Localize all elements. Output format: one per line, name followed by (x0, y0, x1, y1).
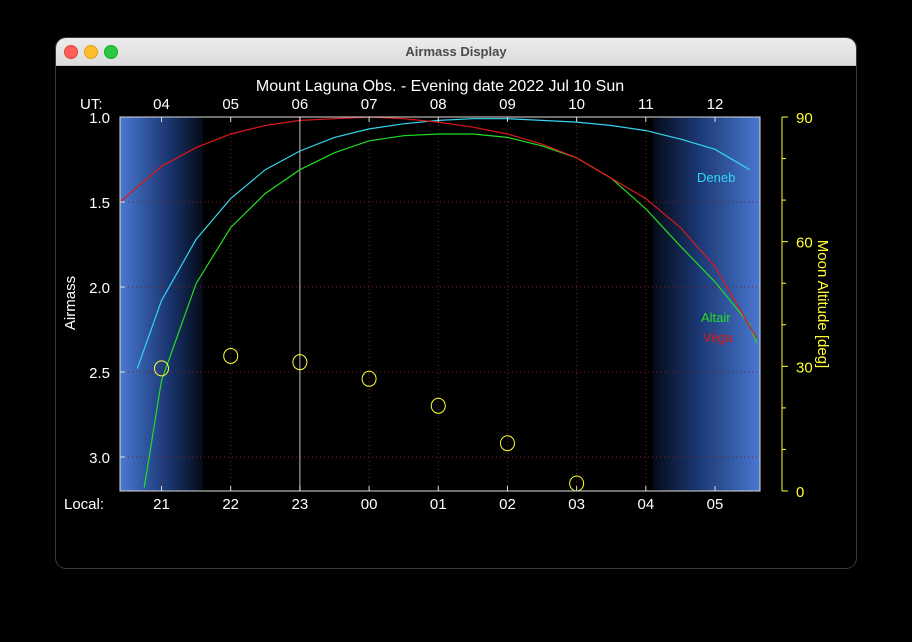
minimize-button[interactable] (84, 45, 98, 59)
moon-marker (292, 354, 308, 371)
ut-tick-label: 11 (638, 96, 654, 113)
local-tick-label: 21 (153, 496, 170, 513)
local-tick-label: 22 (222, 496, 239, 513)
airmass-tick-label: 2.0 (89, 280, 110, 297)
moon-marker (361, 370, 377, 387)
moon-axis-tick-label: 60 (796, 235, 813, 252)
local-tick-label: 05 (707, 496, 724, 513)
moon-marker (223, 347, 239, 364)
airmass-tick-label: 3.0 (89, 450, 110, 467)
moon-axis-label: Moon Altitude [deg] (814, 240, 831, 368)
plot-frame (119, 116, 761, 492)
local-tick-label: 04 (637, 496, 654, 513)
morning-twilight-band (652, 117, 760, 491)
series-label-deneb: Deneb (697, 170, 735, 185)
moon-axis-tick-label: 90 (796, 110, 813, 127)
series-label-vega: Vega (703, 330, 733, 345)
ut-axis-label: UT: (80, 96, 103, 113)
local-tick-label: 23 (292, 496, 309, 513)
moon-marker (154, 360, 170, 377)
moon-marker (499, 435, 515, 452)
local-tick-label: 01 (430, 496, 447, 513)
airmass-window: Airmass Display Deneb Altair Vega Mount Lag… (56, 38, 856, 568)
ut-tick-label: 04 (153, 96, 170, 113)
series-line-vega (119, 116, 758, 339)
series-label-altair: Altair (701, 310, 731, 325)
ut-tick-label: 06 (292, 96, 309, 113)
zoom-button[interactable] (104, 45, 118, 59)
chart-title: Mount Laguna Obs. - Evening date 2022 Ju… (256, 78, 624, 95)
airmass-chart: Deneb Altair Vega Mount Laguna Obs. - Eveni… (62, 78, 831, 513)
window-title: Airmass Display (405, 44, 507, 59)
moon-axis-tick-label: 0 (796, 484, 804, 501)
ut-tick-label: 05 (222, 96, 239, 113)
local-axis-label: Local: (64, 496, 104, 513)
local-tick-label: 00 (361, 496, 378, 513)
close-button[interactable] (64, 45, 78, 59)
moon-axis-tick-label: 30 (796, 359, 813, 376)
ut-tick-label: 12 (707, 96, 724, 113)
ut-tick-label: 07 (361, 96, 378, 113)
series-line-altair (143, 133, 758, 488)
airmass-axis-label: Airmass (62, 276, 79, 330)
ut-tick-label: 08 (430, 96, 447, 113)
title-bar[interactable]: Airmass Display (56, 38, 856, 66)
ut-tick-label: 09 (499, 96, 516, 113)
airmass-tick-label: 2.5 (89, 365, 110, 382)
airmass-tick-label: 1.0 (89, 110, 110, 127)
ut-tick-label: 10 (568, 96, 585, 113)
airmass-tick-label: 1.5 (89, 195, 110, 212)
local-tick-label: 02 (499, 496, 516, 513)
local-tick-label: 03 (568, 496, 585, 513)
moon-marker (430, 397, 446, 414)
